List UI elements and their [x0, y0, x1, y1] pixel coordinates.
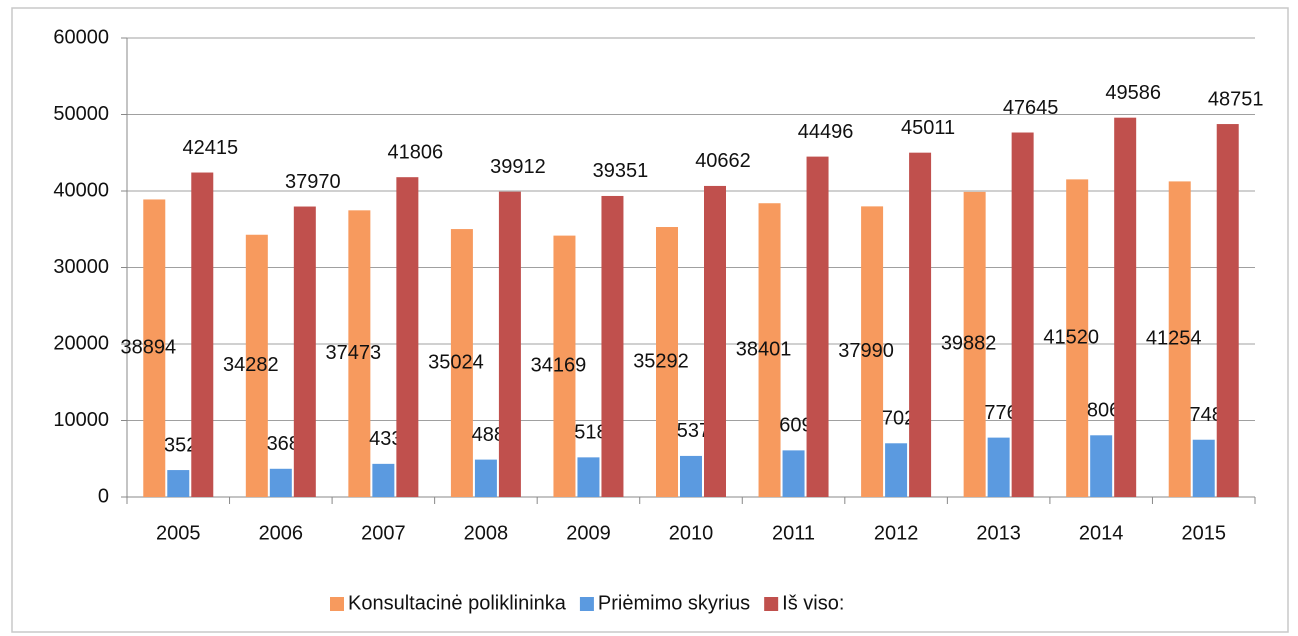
x-tick-label: 2013: [976, 522, 1021, 544]
y-tick-label: 10000: [53, 409, 109, 431]
bar: [474, 459, 497, 497]
bar: [167, 470, 190, 497]
legend-swatch: [579, 597, 594, 611]
data-label: 40662: [695, 150, 751, 172]
y-tick-label: 30000: [53, 256, 109, 278]
bar: [656, 227, 678, 497]
bar: [1192, 439, 1215, 497]
data-label: 39882: [941, 333, 997, 355]
bar: [806, 156, 829, 498]
data-label: 44496: [798, 121, 854, 143]
bar: [293, 206, 316, 498]
data-label: 45011: [901, 117, 955, 139]
bar: [782, 450, 805, 497]
data-label: 42415: [182, 137, 238, 159]
legend-swatch: [764, 597, 779, 611]
bar: [1066, 179, 1089, 497]
x-tick-label: 2012: [874, 522, 919, 544]
y-tick-label: 0: [98, 485, 109, 507]
x-tick-label: 2008: [464, 522, 509, 544]
legend-label: Priėmimo skyrius: [598, 592, 750, 614]
bar: [861, 206, 884, 497]
bar: [1114, 117, 1137, 497]
bar: [143, 199, 166, 497]
x-tick-label: 2015: [1181, 522, 1226, 544]
bar: [680, 455, 702, 497]
bar: [963, 191, 986, 497]
bar: [1011, 132, 1034, 497]
y-tick-label: 40000: [53, 179, 109, 201]
bar: [987, 437, 1010, 497]
x-tick-label: 2007: [361, 522, 406, 544]
data-label: 38894: [120, 337, 176, 359]
x-tick-label: 2005: [156, 522, 201, 544]
bar: [245, 234, 268, 497]
data-label: 35024: [428, 351, 484, 373]
bar: [553, 235, 576, 497]
y-tick-label: 60000: [53, 26, 109, 48]
bar: [1090, 435, 1113, 497]
x-tick-label: 2011: [772, 522, 815, 544]
bar: [191, 172, 214, 497]
legend-swatch: [330, 597, 344, 611]
data-label: 34282: [223, 354, 279, 376]
bar: [269, 468, 292, 497]
x-tick-label: 2010: [669, 522, 714, 544]
y-tick-label: 50000: [53, 103, 109, 125]
data-label: 47645: [1003, 97, 1059, 119]
data-label: 35292: [633, 350, 689, 372]
data-label: 41520: [1043, 326, 1099, 348]
data-label: 37970: [285, 171, 341, 193]
data-label: 38401: [736, 338, 792, 360]
bar: [601, 195, 624, 497]
bar: [577, 457, 600, 497]
bar: [704, 185, 726, 497]
data-label: 39912: [490, 156, 546, 178]
bar: [1216, 124, 1239, 498]
x-tick-label: 2009: [566, 522, 611, 544]
bar: [498, 191, 521, 497]
data-label: 39351: [593, 160, 649, 182]
bar: [372, 463, 395, 497]
bar: [348, 210, 371, 497]
bar: [909, 152, 932, 498]
data-label: 41806: [388, 141, 444, 163]
x-tick-label: 2014: [1079, 522, 1124, 544]
data-label: 34169: [531, 355, 587, 377]
data-label: 41254: [1146, 327, 1202, 349]
data-label: 37990: [838, 340, 894, 362]
data-label: 49586: [1105, 82, 1161, 104]
bar: [885, 443, 908, 497]
y-tick-label: 20000: [53, 332, 109, 354]
x-tick-label: 2006: [259, 522, 304, 544]
bar: [1168, 181, 1191, 497]
data-label: 48751: [1208, 88, 1264, 110]
legend-label: Konsultacinė poliklininka: [348, 592, 567, 614]
bar: [758, 203, 781, 497]
legend-label: Iš viso:: [782, 592, 844, 614]
data-label: 37473: [326, 342, 382, 364]
bar: [396, 177, 419, 498]
bar: [450, 229, 473, 497]
